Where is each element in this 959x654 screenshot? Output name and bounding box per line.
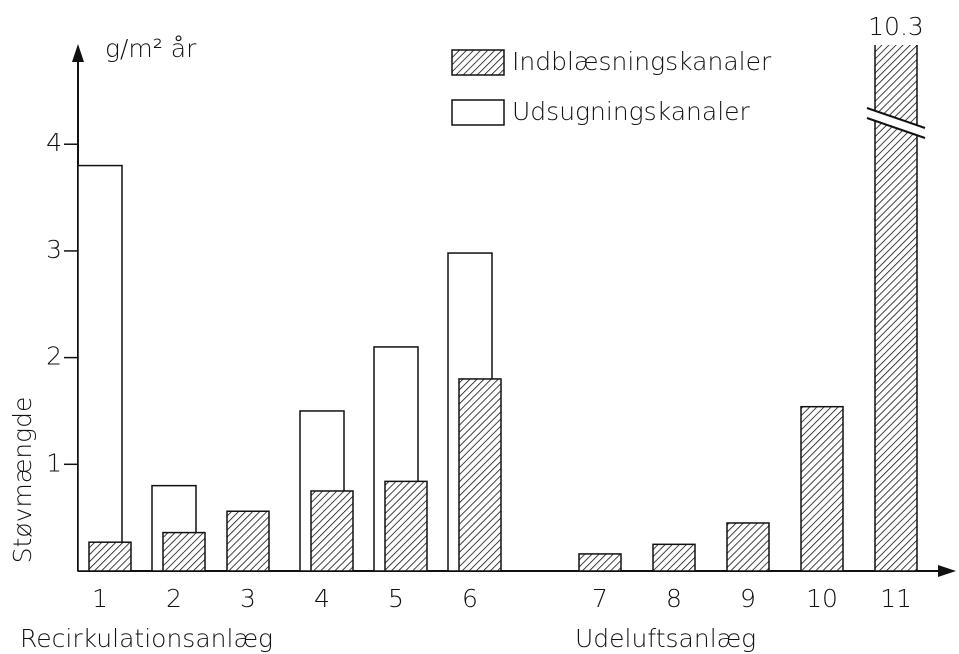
bar <box>874 45 918 572</box>
legend-swatch <box>451 99 505 126</box>
bars <box>77 45 918 572</box>
y-unit: g/m² år <box>105 34 197 63</box>
bar <box>726 522 770 572</box>
bar <box>652 543 696 572</box>
x-tick-label: 3 <box>240 584 256 613</box>
bar <box>77 164 123 572</box>
x-tick-label: 8 <box>666 584 682 613</box>
y-axis-arrow <box>72 44 84 62</box>
bar <box>88 541 132 572</box>
bar <box>310 490 354 572</box>
axis-break <box>867 108 925 138</box>
bar <box>384 480 428 572</box>
axis-break-line <box>866 117 926 139</box>
x-tick-label: 9 <box>740 584 756 613</box>
group-label: Recirkulationsanlæg <box>20 624 273 653</box>
x-tick-label: 5 <box>388 584 404 613</box>
x-tick-label: 11 <box>880 584 912 613</box>
x-axis-arrow <box>938 565 956 577</box>
y-tick-label: 2 <box>46 342 62 371</box>
value-label: 10.3 <box>868 12 924 41</box>
x-tick-label: 6 <box>462 584 478 613</box>
legend-swatch <box>451 49 505 76</box>
axis-break-line <box>866 107 926 129</box>
x-tick-label: 10 <box>806 584 838 613</box>
x-tick-label: 7 <box>592 584 608 613</box>
bar <box>458 378 502 572</box>
bar <box>800 405 844 572</box>
bar <box>578 553 622 572</box>
y-tick-label: 4 <box>46 128 62 157</box>
group-label: Udeluftsanlæg <box>575 624 756 653</box>
y-tick-label: 3 <box>46 235 62 264</box>
x-tick-label: 4 <box>314 584 330 613</box>
legend-label: Udsugningskanaler <box>512 97 751 126</box>
x-tick-label: 2 <box>166 584 182 613</box>
bar <box>226 510 270 572</box>
legend-label: Indblæsningskanaler <box>512 47 772 76</box>
bar <box>162 531 206 572</box>
y-tick-label: 1 <box>46 448 62 477</box>
x-tick-label: 1 <box>92 584 108 613</box>
y-axis-label: Støvmængde <box>8 397 37 564</box>
